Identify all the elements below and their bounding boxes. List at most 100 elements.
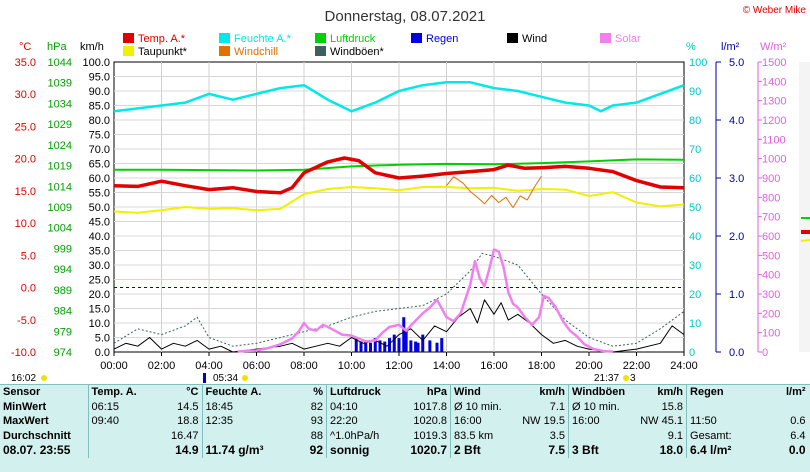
rain-bar (440, 338, 444, 352)
axis-tick-label-pressure: 1014 (48, 181, 72, 193)
legend-swatch (123, 46, 134, 56)
axis-tick-label-temp: 35.0 (15, 57, 36, 69)
unit-pressure: hPa (47, 41, 67, 53)
stats-cell: MaxWert (3, 415, 49, 428)
sunrise-time: 05:34 (213, 373, 238, 384)
axis-tick-label-humidity: 100 (689, 57, 707, 69)
legend: Temp. A.* Feuchte A.* Luftdruck Regen Wind So… (123, 33, 641, 58)
stats-cell (87, 443, 146, 458)
stats-cell: 18:45 (201, 399, 267, 414)
stats-cell: 06:15 (87, 399, 146, 414)
stats-cell: 14.5 (177, 400, 199, 413)
preview-dew-line (800, 239, 810, 242)
unit-solar: W/m² (760, 41, 787, 53)
series (113, 81, 685, 353)
stats-cell: 16:00 (450, 414, 511, 429)
stats-cell: 15.8 (661, 400, 684, 413)
axis-tick-label-pressure: 989 (54, 285, 72, 297)
axis-tick-label-speed: 25.0 (89, 275, 110, 287)
unit-labels: °C hPa km/h % l/m² W/m² (19, 41, 787, 53)
axis-tick-label-speed: 60.0 (89, 173, 110, 185)
axis-tick-label-solar: 700 (762, 212, 780, 224)
unit-humidity: % (686, 41, 696, 53)
chart-title: Donnerstag, 08.07.2021 (325, 8, 486, 25)
stats-cell: 3 Bft (568, 443, 629, 458)
x-axis-tick-label: 22:00 (623, 360, 651, 372)
humidity-series-line (113, 81, 685, 113)
axis-tick-label-speed: 90.0 (89, 86, 110, 98)
stats-cell: 18.8 (177, 415, 199, 428)
stats-row-max: MaxWert 09:40 18.8 12:35 93 22:20 1020.8… (0, 414, 809, 429)
stats-cell: 2 Bft (450, 443, 511, 458)
axis-tick-label-solar: 200 (762, 308, 780, 320)
rain-bar (409, 340, 413, 352)
stats-cell: MinWert (3, 400, 47, 413)
axis-tick-label-pressure: 979 (54, 326, 72, 338)
legend-label: Windchill (234, 46, 278, 58)
axis-tick-label-speed: 5.0 (95, 333, 110, 345)
axis-tick-label-pressure: 1019 (48, 161, 72, 173)
stats-cell: 6.4 (790, 429, 806, 442)
axis-tick-label-pressure: 1029 (48, 119, 72, 131)
x-axis-tick-label: 20:00 (575, 360, 603, 372)
next-day-preview (799, 62, 810, 352)
stats-cell: NW 45.1 (640, 415, 684, 428)
axis-tick-label-humidity: 10 (689, 318, 701, 330)
stats-row-current: 08.07. 23:55 14.9 11.74 g/m³ 92 sonnig 1… (0, 443, 809, 458)
legend-label: Feuchte A.* (234, 33, 292, 45)
stats-header: hPa (426, 386, 448, 399)
axis-tick-label-solar: 1100 (762, 134, 786, 146)
stats-cell (686, 399, 751, 414)
x-axis-tick-label: 04:00 (195, 360, 223, 372)
temperature-series-line (113, 156, 685, 195)
axis-tick-label-pressure: 1009 (48, 202, 72, 214)
stats-cell: 1017.8 (413, 400, 448, 413)
legend-swatch (315, 33, 326, 43)
stats-header: % (313, 386, 324, 399)
stats-header: Sensor (3, 386, 41, 399)
rain-bar (397, 338, 401, 352)
axis-tick-label-speed: 40.0 (89, 231, 110, 243)
axis-tick-label-pressure: 984 (54, 306, 72, 318)
axis-tick-label-humidity: 20 (689, 289, 701, 301)
x-axis-tick-label: 12:00 (385, 360, 413, 372)
solar-series-line (237, 248, 613, 353)
weather-chart: Donnerstag, 08.07.2021 © Weber Mike Temp… (10, 5, 810, 384)
stats-cell: 1020.7 (410, 443, 448, 458)
axis-tick-label-solar: 400 (762, 270, 780, 282)
stats-cell: 18.0 (659, 443, 684, 458)
axis-tick-label-pressure: 999 (54, 243, 72, 255)
stats-header-row: Sensor Temp. A. °C Feuchte A. % Luftdruc… (0, 385, 809, 400)
rain-bar (359, 341, 363, 352)
stats-header: km/h (539, 386, 566, 399)
axis-tick-label-solar: 1300 (762, 96, 786, 108)
axis-tick-label-humidity: 60 (689, 173, 701, 185)
stats-cell: 9.1 (667, 429, 684, 442)
legend-label: Solar (615, 33, 641, 45)
stats-cell: Ø 10 min. (450, 399, 511, 414)
stats-header: Feuchte A. (201, 385, 267, 400)
stats-cell: 92 (309, 443, 324, 458)
axis-tick-label-humidity: 90 (689, 86, 701, 98)
x-axis-tick-label: 02:00 (148, 360, 176, 372)
legend-label: Luftdruck (330, 33, 376, 45)
stats-cell: 09:40 (87, 414, 146, 429)
axis-tick-label-speed: 55.0 (89, 188, 110, 200)
x-axis-tick-label: 00:00 (100, 360, 128, 372)
axis-tick-label-pressure: 1034 (48, 98, 72, 110)
axis-tick-label-speed: 15.0 (89, 304, 110, 316)
stats-cell: 1020.8 (413, 415, 448, 428)
stats-cell: 04:10 (326, 399, 389, 414)
stats-cell: 16.47 (170, 429, 199, 442)
moon-phase-right: 3 (630, 373, 636, 384)
credit-label: © Weber Mike (743, 5, 807, 16)
x-axis-tick-label: 14:00 (433, 360, 461, 372)
x-axis-tick-label: 24:00 (670, 360, 698, 372)
rain-bar (402, 317, 406, 352)
stats-cell (568, 428, 629, 443)
axis-tick-label-pressure: 1039 (48, 78, 72, 90)
stats-cell: 1019.3 (413, 429, 448, 442)
unit-rain: l/m² (721, 41, 740, 53)
axis-tick-label-speed: 50.0 (89, 202, 110, 214)
stats-cell: Ø 10 min. (568, 399, 629, 414)
